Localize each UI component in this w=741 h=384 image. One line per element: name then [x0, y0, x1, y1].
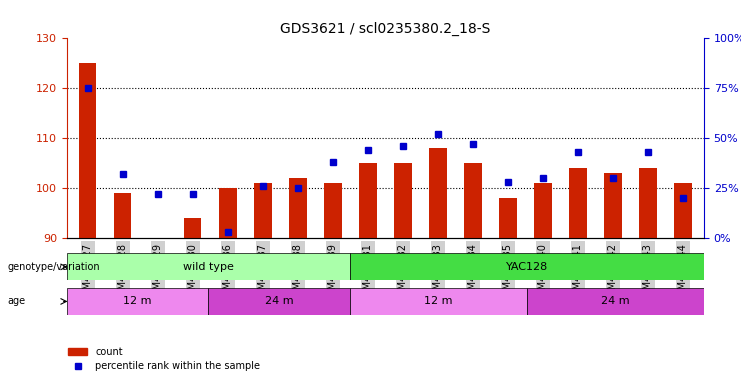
Bar — [289, 178, 307, 238]
Bar — [499, 198, 516, 238]
Bar — [429, 148, 447, 238]
Bar — [394, 163, 411, 238]
Bar — [254, 183, 271, 238]
Bar — [324, 183, 342, 238]
Bar — [219, 188, 236, 238]
Bar — [114, 193, 131, 238]
Bar — [534, 183, 551, 238]
Text: genotype/variation: genotype/variation — [7, 262, 100, 272]
Text: 12 m: 12 m — [424, 296, 453, 306]
Text: age: age — [7, 296, 25, 306]
FancyBboxPatch shape — [208, 288, 350, 315]
Bar — [79, 63, 96, 238]
FancyBboxPatch shape — [527, 288, 704, 315]
Bar — [359, 163, 376, 238]
Text: wild type: wild type — [183, 262, 233, 272]
Text: 24 m: 24 m — [265, 296, 293, 306]
FancyBboxPatch shape — [67, 288, 208, 315]
Bar — [604, 173, 622, 238]
FancyBboxPatch shape — [67, 253, 350, 280]
Bar — [569, 168, 587, 238]
FancyBboxPatch shape — [350, 253, 704, 280]
Title: GDS3621 / scl0235380.2_18-S: GDS3621 / scl0235380.2_18-S — [280, 22, 491, 36]
FancyBboxPatch shape — [350, 288, 527, 315]
Bar — [639, 168, 657, 238]
Text: 12 m: 12 m — [123, 296, 152, 306]
Text: YAC128: YAC128 — [506, 262, 548, 272]
Text: 24 m: 24 m — [601, 296, 630, 306]
Bar — [464, 163, 482, 238]
Bar — [184, 218, 202, 238]
Legend: count, percentile rank within the sample: count, percentile rank within the sample — [64, 343, 264, 375]
Bar — [674, 183, 691, 238]
